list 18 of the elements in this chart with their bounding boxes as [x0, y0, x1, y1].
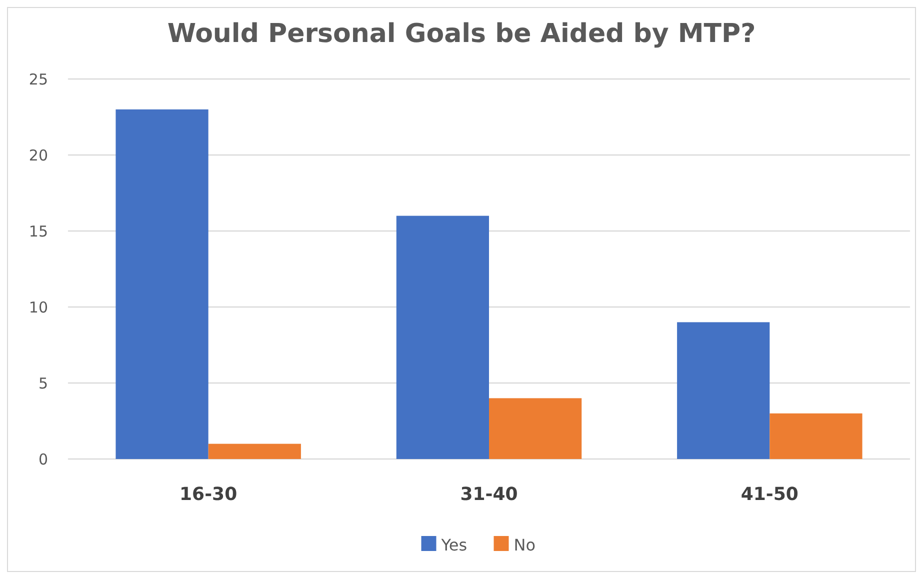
legend-label: No [514, 536, 536, 555]
y-tick-label: 10 [28, 298, 48, 316]
legend-label: Yes [440, 536, 468, 555]
bar [208, 444, 301, 459]
bar [116, 109, 208, 459]
y-tick-label: 0 [38, 450, 48, 468]
bar [770, 413, 862, 459]
x-tick-label: 16-30 [180, 484, 238, 505]
bar [677, 322, 770, 459]
y-tick-label: 25 [28, 70, 48, 88]
bar [489, 398, 582, 459]
x-tick-label: 31-40 [460, 484, 518, 505]
y-tick-label: 20 [28, 146, 48, 164]
bar [396, 216, 489, 459]
y-tick-label: 15 [28, 222, 48, 240]
y-tick-label: 5 [38, 374, 48, 392]
x-tick-label: 41-50 [740, 484, 798, 505]
chart-title: Would Personal Goals be Aided by MTP? [167, 19, 756, 49]
